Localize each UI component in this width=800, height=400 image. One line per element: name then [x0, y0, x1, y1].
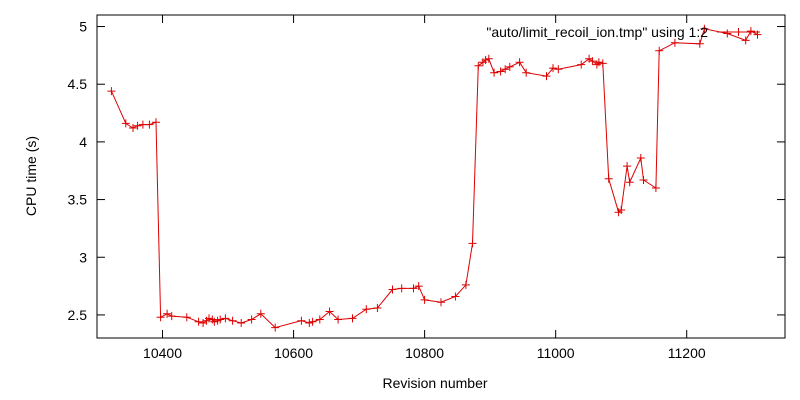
data-point — [237, 319, 246, 327]
data-point — [167, 312, 176, 321]
data-point — [152, 118, 160, 127]
data-point — [481, 56, 490, 64]
data-point — [655, 46, 664, 55]
data-point — [163, 309, 172, 318]
tick-marks — [97, 15, 785, 338]
data-point — [397, 284, 406, 293]
data-point — [594, 58, 603, 67]
x-tick-label: 11200 — [668, 345, 706, 361]
data-point — [107, 87, 116, 96]
data-point — [334, 315, 343, 324]
y-tick-label: 2.5 — [68, 307, 88, 323]
data-point — [484, 54, 493, 63]
data-point — [256, 309, 265, 318]
data-point — [194, 317, 203, 326]
data-point — [409, 284, 418, 293]
data-point — [145, 120, 154, 129]
data-point — [554, 65, 563, 74]
data-point — [461, 280, 470, 289]
data-point — [617, 206, 626, 214]
data-point — [156, 313, 165, 322]
x-axis-label: Revision number — [382, 375, 487, 391]
data-point — [297, 316, 306, 325]
data-point — [670, 38, 679, 47]
data-point — [210, 317, 219, 326]
data-point — [129, 124, 137, 132]
data-point — [315, 315, 324, 324]
x-tick-labels: 10400 10600 10800 11000 11200 — [143, 345, 706, 361]
y-tick-label: 4 — [79, 134, 87, 150]
data-point — [205, 314, 213, 323]
data-point — [723, 29, 732, 38]
data-point — [271, 323, 280, 332]
data-point — [133, 121, 142, 130]
plot-border — [96, 14, 786, 339]
data-point — [468, 239, 477, 248]
data-point — [182, 313, 191, 322]
data-point — [121, 119, 130, 128]
x-tick-label: 10800 — [405, 345, 444, 361]
data-point — [325, 307, 334, 316]
data-point — [305, 319, 314, 327]
data-point — [542, 72, 551, 81]
data-point — [308, 317, 317, 326]
data-point — [420, 295, 429, 304]
legend-label: "auto/limit_recoil_ion.tmp" using 1:2 — [486, 24, 708, 40]
data-point — [474, 61, 483, 70]
y-tick-labels: 2.5 3 3.5 4 4.5 5 — [68, 19, 88, 323]
series-line — [110, 28, 758, 329]
data-point — [388, 285, 397, 294]
data-point — [639, 176, 648, 184]
data-point — [598, 59, 607, 68]
data-point — [348, 314, 357, 323]
data-point — [746, 27, 755, 36]
x-tick-label: 10400 — [143, 345, 182, 361]
y-tick-label: 3.5 — [68, 192, 88, 208]
data-point — [515, 58, 524, 67]
x-tick-label: 10600 — [274, 345, 313, 361]
x-tick-label: 11000 — [537, 345, 575, 361]
data-point — [437, 298, 445, 307]
data-point — [362, 305, 371, 314]
data-point — [451, 292, 460, 301]
data-point — [490, 68, 499, 77]
data-point — [700, 24, 709, 33]
data-point — [695, 39, 704, 48]
legend: "auto/limit_recoil_ion.tmp" using 1:2 — [486, 24, 760, 40]
data-point — [549, 64, 557, 73]
data-point — [741, 36, 750, 45]
data-point — [625, 178, 634, 187]
data-point — [216, 315, 225, 324]
data-point — [588, 57, 597, 66]
y-axis-label: CPU time (s) — [23, 136, 39, 216]
data-point — [247, 315, 256, 324]
legend-marker — [734, 28, 743, 36]
data-point — [501, 65, 510, 74]
data-point — [651, 184, 660, 192]
data-point — [505, 62, 514, 71]
data-point — [373, 304, 382, 312]
series-layer — [107, 24, 762, 332]
data-point — [636, 154, 645, 162]
data-point — [228, 316, 237, 325]
y-tick-label: 5 — [79, 19, 87, 35]
y-tick-label: 3 — [79, 249, 87, 265]
data-point — [623, 162, 632, 171]
data-point — [577, 60, 586, 69]
data-point — [522, 68, 531, 77]
data-point — [604, 174, 613, 183]
data-point — [221, 314, 230, 323]
data-point — [496, 67, 505, 76]
y-tick-label: 4.5 — [68, 76, 88, 92]
data-point — [414, 282, 423, 291]
